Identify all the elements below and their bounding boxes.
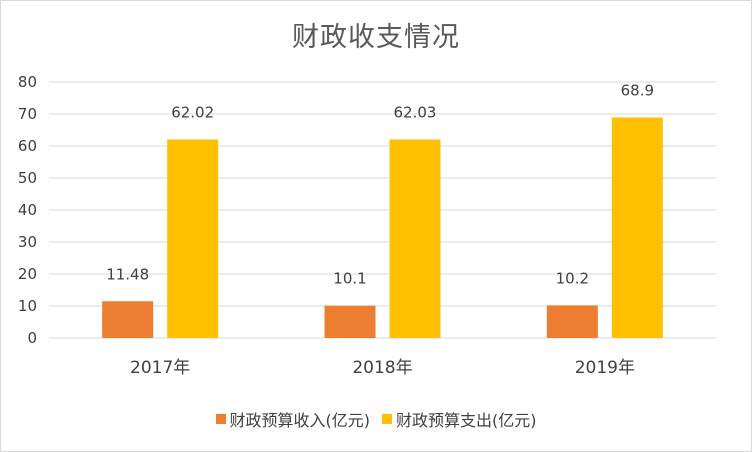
legend-item: 财政预算支出(亿元) <box>382 407 537 431</box>
y-tick-label: 10 <box>18 297 37 315</box>
bar-chart-plot: 0 10 20 30 40 50 60 70 80 11.48 62.02 2017年 10.1 62.0… <box>18 73 716 378</box>
y-tick-label: 40 <box>18 201 37 219</box>
legend-swatch <box>382 414 392 424</box>
bar <box>324 305 376 338</box>
data-label: 62.02 <box>171 104 214 122</box>
y-tick-label: 50 <box>18 169 37 187</box>
bar <box>611 117 663 339</box>
legend-item: 财政预算收入(亿元) <box>215 407 371 431</box>
bar <box>546 305 598 338</box>
legend-swatch <box>215 414 226 424</box>
legend: 财政预算收入(亿元) 财政预算支出(亿元) <box>1 407 751 431</box>
y-tick-label: 60 <box>18 137 37 155</box>
bar <box>389 139 441 338</box>
data-label: 62.03 <box>394 104 437 122</box>
y-tick-label: 30 <box>18 233 37 251</box>
bar <box>102 301 154 338</box>
data-label: 11.48 <box>106 265 149 283</box>
data-label: 10.2 <box>556 269 589 287</box>
bar <box>167 139 219 338</box>
data-label: 10.1 <box>333 270 366 288</box>
x-category-label: 2017年 <box>130 358 190 378</box>
x-category-label: 2019年 <box>575 358 635 378</box>
y-tick-label: 70 <box>18 105 37 123</box>
y-tick-label: 0 <box>27 329 37 347</box>
data-label: 68.9 <box>621 82 654 100</box>
legend-label: 财政预算收入(亿元) <box>229 411 371 430</box>
y-tick-label: 80 <box>18 73 37 91</box>
y-tick-label: 20 <box>18 265 37 283</box>
x-category-label: 2018年 <box>352 358 412 378</box>
legend-label: 财政预算支出(亿元) <box>396 411 537 430</box>
chart-title: 财政收支情况 <box>292 22 460 53</box>
